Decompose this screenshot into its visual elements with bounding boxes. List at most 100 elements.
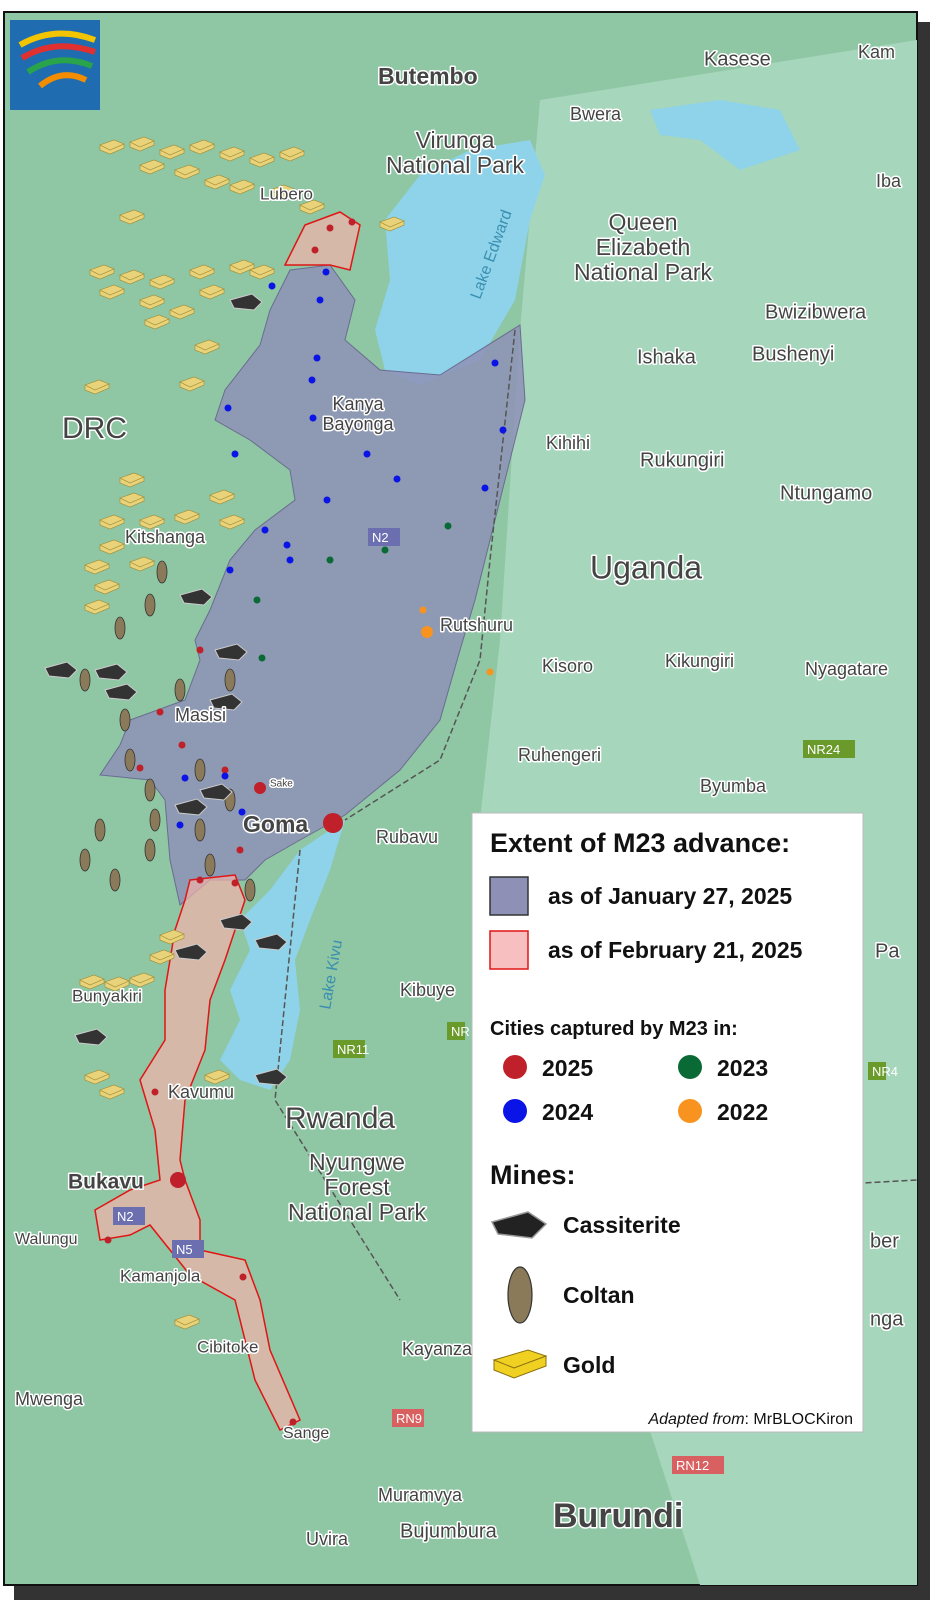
country-label: Burundi [553, 1497, 683, 1535]
coltan-icon [174, 678, 186, 702]
road-label: RN12 [676, 1458, 709, 1473]
city-dot [231, 879, 239, 887]
coltan-icon [144, 778, 156, 802]
gold-icon [194, 339, 220, 355]
cassiterite-icon [199, 783, 233, 801]
gold-icon [219, 514, 245, 530]
cassiterite-icon [209, 693, 243, 711]
city-dot [236, 846, 244, 854]
legend-dot [503, 1099, 527, 1123]
country-label: Uganda [590, 549, 702, 585]
road-label: NR11 [337, 1042, 369, 1057]
gold-icon [144, 314, 170, 330]
city-dot [363, 450, 371, 458]
place-label: Goma [243, 811, 308, 837]
road-shield [172, 1240, 204, 1258]
coltan-icon [94, 818, 106, 842]
gold-icon [189, 139, 215, 155]
place-label: Kitshanga [125, 527, 206, 547]
legend-dot [678, 1055, 702, 1079]
city-dot [221, 766, 229, 774]
city-dot [308, 376, 316, 384]
gold-icon [119, 472, 145, 488]
coltan-icon [119, 708, 131, 732]
place-label: Bukavu [68, 1171, 144, 1194]
gold-icon [492, 1349, 548, 1379]
gold-icon [119, 269, 145, 285]
gold-icon [174, 1314, 200, 1330]
gold-icon [129, 136, 155, 152]
road-shield [672, 1456, 724, 1474]
legend-label: Cassiterite [563, 1212, 681, 1238]
legend-dot [678, 1099, 702, 1123]
place-label: Kisoro [542, 656, 593, 676]
cassiterite-icon [74, 1028, 108, 1046]
city-dot [419, 606, 427, 614]
gold-icon [104, 976, 130, 992]
coltan-icon [244, 878, 256, 902]
gold-icon [119, 492, 145, 508]
place-label: Pa [875, 940, 900, 962]
area-label: Virunga National Park [386, 127, 525, 178]
lake [650, 100, 800, 170]
place-label: Rukungiri [640, 449, 724, 471]
city-dot [393, 475, 401, 483]
gold-icon [229, 179, 255, 195]
cassiterite-icon [179, 588, 213, 606]
coltan-icon [204, 853, 216, 877]
gold-icon [174, 164, 200, 180]
road-shield [333, 1040, 365, 1058]
road-label: RN9 [396, 1411, 422, 1426]
country-label: Rwanda [285, 1102, 395, 1135]
place-label: Kamanjola [120, 1266, 201, 1285]
city-dot [254, 782, 266, 794]
city-dot [326, 224, 334, 232]
city-dot [196, 876, 204, 884]
road-label: NR4 [872, 1064, 898, 1079]
gold-icon [219, 146, 245, 162]
gold-icon [139, 294, 165, 310]
legend-cities-title: Cities captured by M23 in: [490, 1018, 738, 1040]
gold-icon [229, 259, 255, 275]
gold-icon [84, 379, 110, 395]
city-dot [481, 484, 489, 492]
city-dot [486, 668, 494, 676]
city-dot [196, 646, 204, 654]
gold-icon [179, 376, 205, 392]
gold-icon [129, 556, 155, 572]
city-dot [231, 450, 239, 458]
place-label: Muramvya [378, 1485, 463, 1505]
coltan-icon [109, 868, 121, 892]
coltan-icon [114, 616, 126, 640]
place-label: Rubavu [376, 827, 438, 847]
city-dot [224, 404, 232, 412]
city-dot [156, 708, 164, 716]
legend-swatch [489, 876, 529, 916]
legend-label: Coltan [563, 1282, 635, 1308]
coltan-icon [149, 808, 161, 832]
lake-kivu [220, 820, 345, 1090]
legend-swatch [489, 930, 529, 970]
road-label: N5 [176, 1242, 193, 1257]
cassiterite-icon [44, 661, 78, 679]
city-dot [289, 1418, 297, 1426]
place-label: Bwera [570, 104, 622, 124]
coltan-icon [79, 848, 91, 872]
city-dot [104, 1236, 112, 1244]
gold-icon [169, 304, 195, 320]
city-dot [239, 1273, 247, 1281]
place-label: Lubero [260, 184, 313, 203]
legend-label: 2022 [717, 1099, 768, 1125]
road-shield [392, 1409, 424, 1427]
area-label: Queen Elizabeth National Park [574, 209, 713, 285]
road-shield [113, 1207, 145, 1225]
coltan-icon [507, 1266, 533, 1324]
city-dot [491, 359, 499, 367]
city-dot [253, 596, 261, 604]
legend-dot [503, 1055, 527, 1079]
city-dot [261, 526, 269, 534]
city-dot [176, 821, 184, 829]
gold-icon [209, 489, 235, 505]
coltan-icon [144, 593, 156, 617]
